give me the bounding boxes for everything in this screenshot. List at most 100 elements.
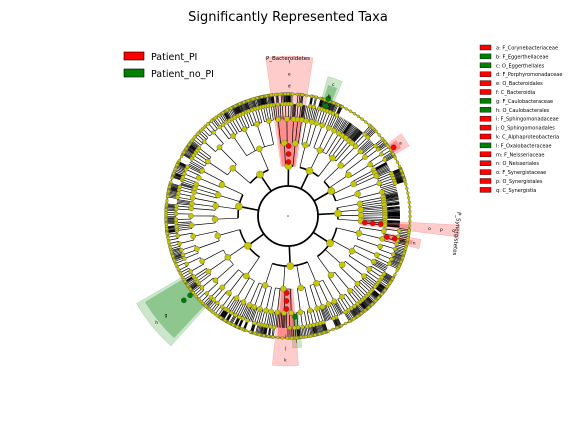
tree-edge: [236, 277, 250, 299]
tree-node: [275, 102, 280, 107]
tree-node: [229, 310, 234, 315]
tree-edge: [331, 137, 346, 158]
leaf-node: [331, 327, 335, 332]
leaf-node: [179, 154, 184, 159]
tree-edge: [245, 111, 253, 127]
tree-node: [392, 181, 398, 186]
leaf-node: [360, 117, 364, 121]
enriched-node: [283, 306, 290, 312]
tree-edge: [282, 104, 284, 120]
tree-edge: [234, 117, 243, 131]
tree-edge: [241, 304, 248, 318]
legend-label-patient-no-pi: Patient_no_PI: [151, 69, 214, 80]
tree-edge: [271, 311, 275, 327]
tree-node: [377, 243, 383, 250]
tree-edge: [213, 132, 224, 144]
tree-edge: [335, 118, 344, 132]
tree-edge: [335, 142, 353, 162]
tree-edge: [342, 151, 361, 168]
leaf-node: [235, 325, 239, 329]
leaf-node: [309, 94, 313, 98]
leaf-node: [407, 200, 411, 205]
tree-node: [240, 299, 247, 305]
tree-node: [188, 269, 193, 274]
tree-edge: [251, 307, 258, 323]
tree-edge: [382, 192, 398, 197]
tree-node: [303, 117, 310, 124]
key-entry: o: F_Synergistaceae: [496, 170, 546, 176]
leaf-node: [271, 335, 275, 339]
tree-node: [215, 300, 220, 306]
tree-edge: [313, 284, 323, 307]
tree-edge: [196, 240, 220, 250]
enriched-node: [361, 219, 368, 226]
tree-edge: [318, 282, 329, 305]
tree-node: [326, 239, 334, 248]
key-entry: q: C_Synergistia: [496, 188, 536, 194]
tree-node: [190, 233, 196, 240]
enriched-node: [285, 159, 292, 165]
tree-edge: [367, 271, 380, 281]
tree-edge: [322, 279, 335, 302]
tree-edge: [177, 196, 193, 201]
leaf-node: [184, 146, 189, 151]
leaf-node: [352, 317, 356, 321]
tree-edge: [190, 160, 204, 169]
tree-node: [226, 290, 232, 296]
leaf-node: [178, 271, 182, 275]
legend: Patient_PI Patient_no_PI: [123, 51, 214, 80]
tree-edge: [277, 119, 281, 144]
leaf-node: [364, 120, 368, 124]
leaf-node: [304, 335, 308, 339]
tree-node: [245, 318, 250, 323]
tree-edge: [338, 146, 356, 164]
key-entry: g: F_Caulobacteraceae: [496, 99, 553, 105]
tree-edge: [356, 182, 380, 192]
tree-edge: [191, 208, 216, 211]
tree-node: [180, 175, 186, 180]
enriched-node: [283, 290, 290, 296]
tree-edge: [371, 159, 385, 168]
tree-node: [379, 151, 384, 157]
leaf-node: [326, 329, 331, 333]
tree-node: [188, 222, 195, 229]
tree-node: [205, 268, 212, 275]
leaf-node: [313, 333, 317, 337]
key-swatch: [479, 178, 492, 184]
tree-node: [390, 252, 396, 257]
tree-edge: [347, 127, 358, 141]
key-entry: i: F_Sphingomonadaceae: [496, 117, 559, 123]
leaf-node: [402, 177, 407, 182]
leaf-node: [322, 330, 326, 335]
tree-node: [174, 224, 179, 229]
tree-edge: [360, 206, 385, 210]
tree-edge: [353, 172, 376, 184]
tree-node: [298, 117, 305, 123]
leaf-node: [352, 112, 357, 116]
leaf-node: [239, 327, 244, 331]
leaf-node: [262, 333, 266, 338]
tree-node: [263, 307, 269, 314]
clade-labels: f e d cb a q p o n m l kji h g P_Bacteroidetes P_Synerg…: [155, 56, 461, 363]
enriched-node: [285, 151, 292, 157]
leaf-node: [244, 328, 248, 333]
tree-edge: [323, 165, 341, 182]
tree-edge: [365, 149, 379, 159]
tree-node: [370, 258, 377, 265]
leaf-node: [215, 313, 219, 317]
leaf-node: [280, 336, 285, 340]
leaf-node: [165, 194, 170, 198]
tree-node: [174, 203, 179, 209]
leaf-node: [380, 292, 384, 296]
tree-node: [381, 228, 387, 234]
tree-node: [244, 241, 252, 250]
tree-edge: [359, 281, 371, 293]
tree-node: [199, 167, 205, 174]
tree-node: [352, 304, 357, 309]
tree-edge: [362, 143, 375, 155]
key-entry: m: F_Neisseriaceae: [496, 152, 545, 158]
tree-edge: [359, 199, 384, 205]
tree-edge: [309, 150, 321, 172]
leaf-node: [390, 277, 395, 281]
tree-edge: [336, 227, 360, 234]
